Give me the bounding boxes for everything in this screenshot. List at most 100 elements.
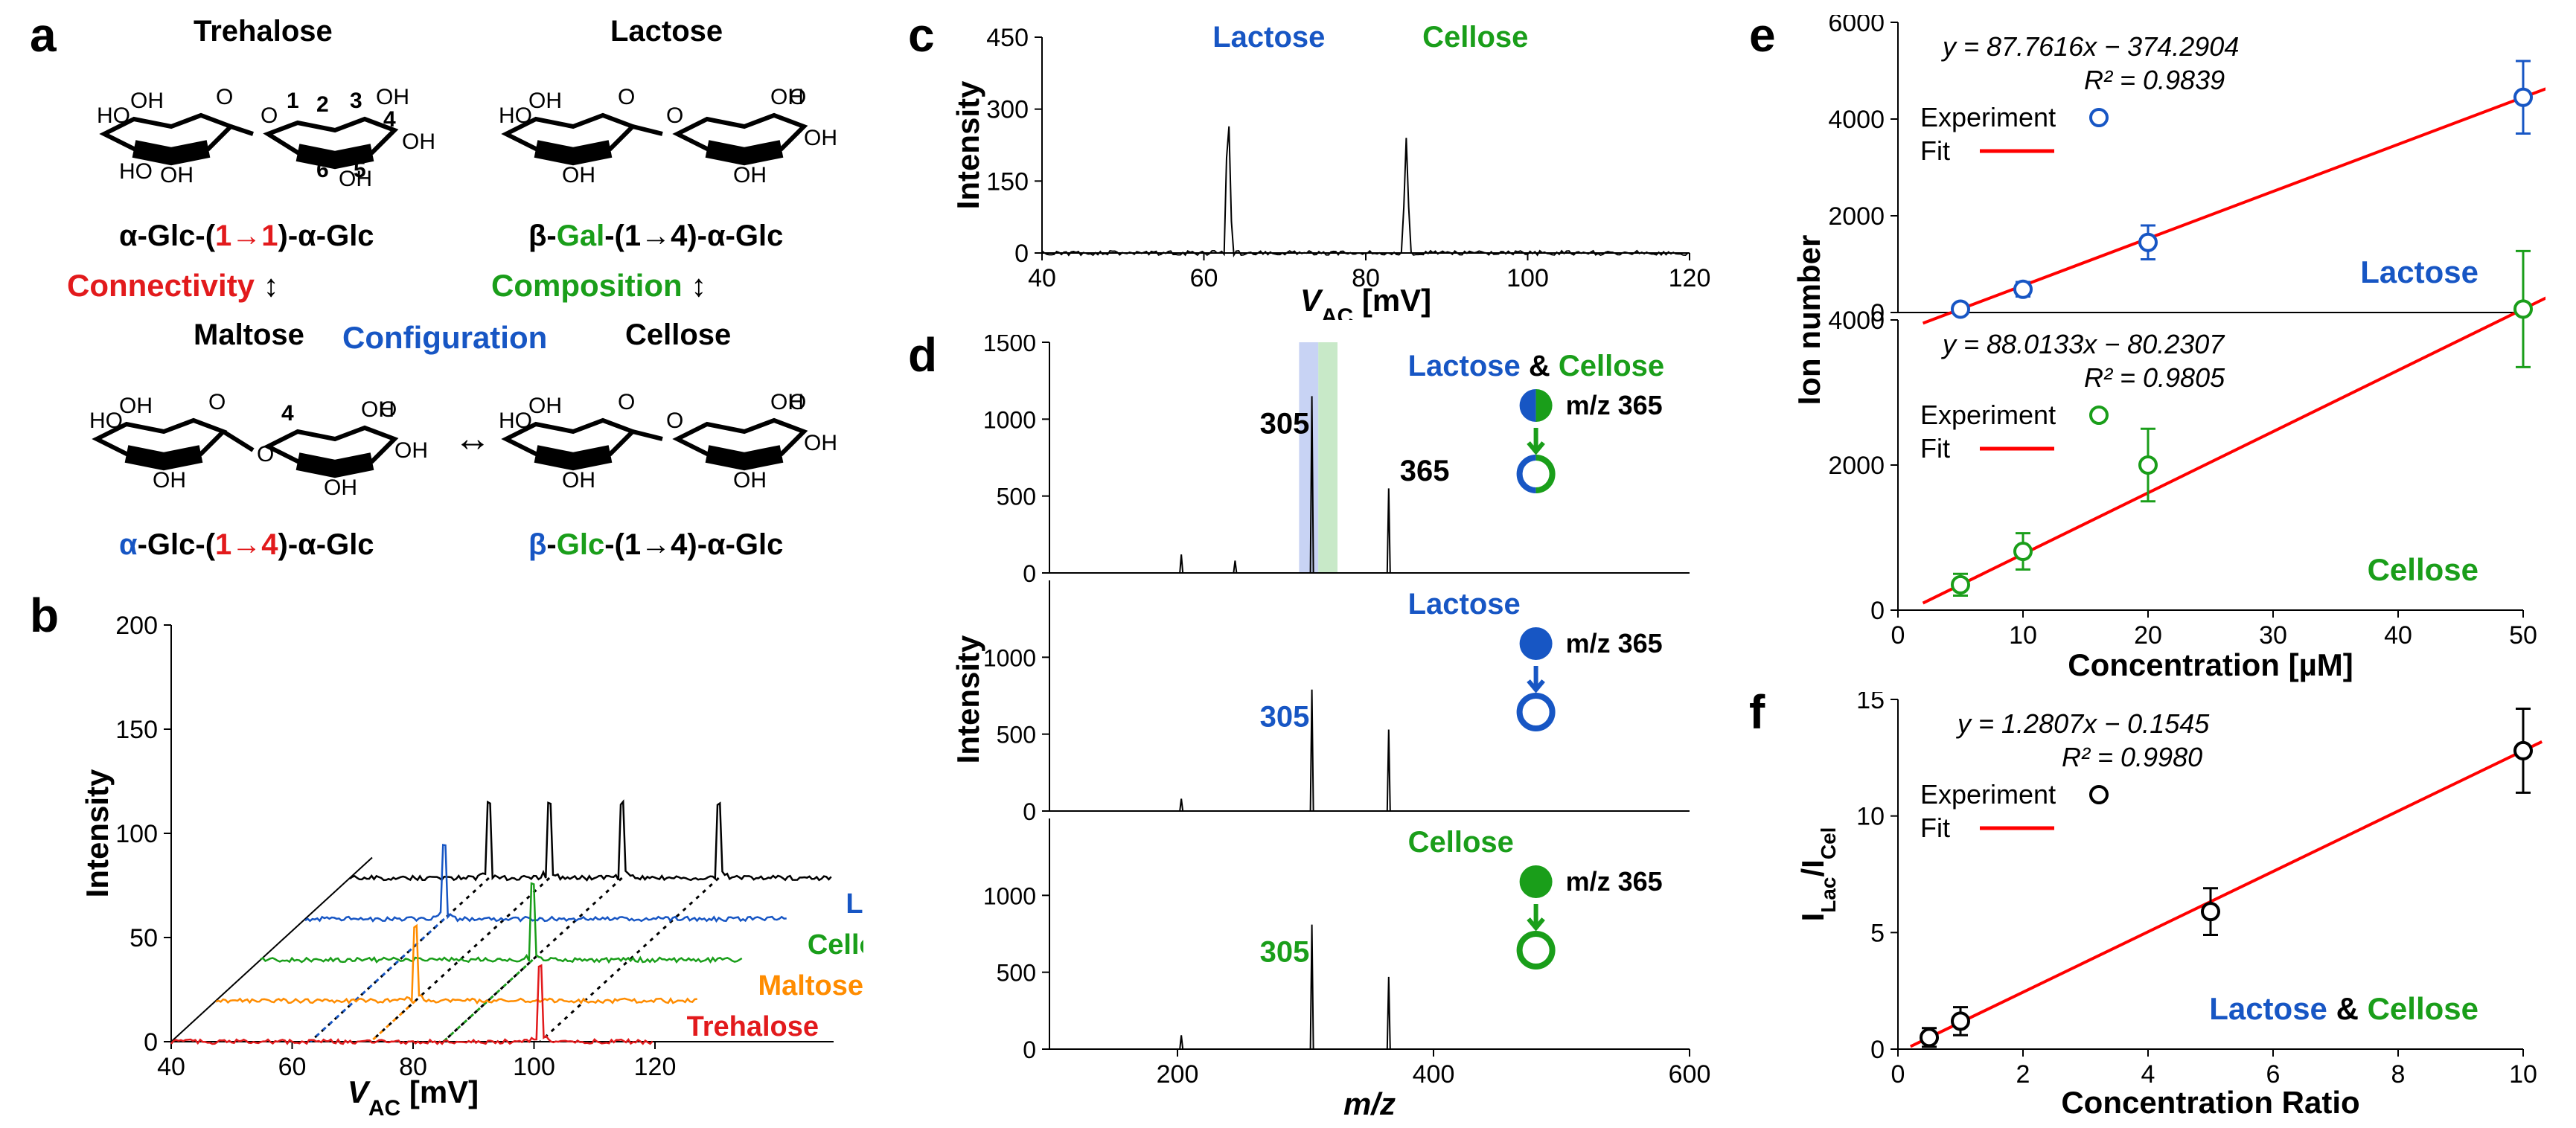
svg-text:500: 500 bbox=[997, 960, 1036, 987]
svg-text:O: O bbox=[261, 103, 278, 128]
svg-text:15: 15 bbox=[1856, 692, 1885, 714]
svg-text:40: 40 bbox=[157, 1053, 185, 1081]
panel-e-label: e bbox=[1749, 7, 1776, 63]
svg-text:4000: 4000 bbox=[1828, 106, 1885, 134]
svg-text:0: 0 bbox=[1023, 560, 1036, 587]
panel-d: Intensity050010001500305365Lactose & Cel… bbox=[945, 335, 1712, 1124]
svg-text:0: 0 bbox=[1891, 1060, 1905, 1089]
panel-c: 0150300450406080100120IntensityVAC [mV]L… bbox=[945, 22, 1712, 320]
svg-text:HO: HO bbox=[119, 159, 153, 184]
cellose-name: Cellose bbox=[625, 318, 731, 352]
svg-text:OH: OH bbox=[804, 126, 837, 150]
svg-text:2: 2 bbox=[2016, 1060, 2030, 1089]
svg-text:1000: 1000 bbox=[983, 644, 1036, 671]
svg-text:Lactose: Lactose bbox=[1408, 588, 1521, 621]
svg-text:R² = 0.9980: R² = 0.9980 bbox=[2062, 742, 2202, 772]
lactose-linkage-post: -(1→4)-α-Glc bbox=[604, 219, 783, 252]
svg-text:0: 0 bbox=[1014, 240, 1029, 268]
svg-text:1000: 1000 bbox=[983, 882, 1036, 909]
panel-a: Trehalose Lactose HOOH O OHHO 1 2 3 bbox=[74, 15, 863, 595]
svg-text:0: 0 bbox=[1023, 1036, 1036, 1063]
svg-text:Experiment: Experiment bbox=[1920, 779, 2056, 810]
svg-text:0: 0 bbox=[144, 1028, 158, 1057]
svg-text:4: 4 bbox=[383, 107, 396, 132]
panel-f: 0510150246810ILac/ICelConcentration Rati… bbox=[1786, 692, 2545, 1124]
svg-text:OH: OH bbox=[733, 163, 767, 188]
svg-text:500: 500 bbox=[997, 484, 1036, 510]
cellose-structure: HOOH OOH OO OHOH OH bbox=[491, 357, 863, 521]
svg-text:0: 0 bbox=[1023, 798, 1036, 825]
svg-text:O: O bbox=[208, 390, 226, 414]
svg-text:O: O bbox=[618, 390, 635, 414]
svg-text:OH: OH bbox=[528, 394, 562, 418]
svg-text:10: 10 bbox=[2509, 1060, 2537, 1089]
svg-text:Cellose: Cellose bbox=[1408, 826, 1514, 859]
lactose-structure: HOOH OOH OO OHOH OH bbox=[491, 52, 863, 216]
svg-text:450: 450 bbox=[986, 24, 1029, 52]
panel-f-svg: 0510150246810ILac/ICelConcentration Rati… bbox=[1786, 692, 2545, 1124]
svg-text:m/z 365: m/z 365 bbox=[1566, 628, 1663, 658]
svg-text:500: 500 bbox=[997, 722, 1036, 749]
svg-text:2: 2 bbox=[316, 92, 329, 117]
maltose-structure: HOOH OOH O4 OOH OHOH bbox=[82, 357, 454, 521]
svg-text:m/z 365: m/z 365 bbox=[1566, 390, 1663, 420]
cellose-linkage: β-Glc-(1→4)-α-Glc bbox=[528, 528, 783, 562]
svg-text:200: 200 bbox=[1157, 1060, 1199, 1089]
svg-text:OH: OH bbox=[324, 475, 357, 500]
trehalose-structure: HOOH O OHHO 1 2 3 4 5 6 OHOH OHO bbox=[82, 52, 454, 216]
svg-text:R² = 0.9805: R² = 0.9805 bbox=[2084, 362, 2225, 393]
panel-a-label: a bbox=[30, 7, 57, 63]
svg-text:VAC [mV]: VAC [mV] bbox=[348, 1074, 479, 1116]
svg-text:Cellose: Cellose bbox=[808, 929, 863, 961]
column-3: e Ion number0200040006000y = 87.7616x − … bbox=[1749, 15, 2568, 1113]
svg-text:Intensity: Intensity bbox=[80, 769, 115, 897]
svg-text:Cellose: Cellose bbox=[2368, 552, 2478, 587]
svg-text:120: 120 bbox=[1669, 264, 1711, 292]
svg-text:m/z: m/z bbox=[1343, 1086, 1396, 1121]
svg-text:OH: OH bbox=[804, 431, 837, 455]
svg-text:y = 88.0133x − 80.2307: y = 88.0133x − 80.2307 bbox=[1940, 329, 2225, 359]
svg-text:40: 40 bbox=[1028, 264, 1056, 292]
svg-text:Concentration Ratio: Concentration Ratio bbox=[2061, 1085, 2359, 1120]
svg-text:2000: 2000 bbox=[1828, 452, 1885, 480]
trehalose-linkage: α-Glc-(1→1)-α-Glc bbox=[119, 219, 374, 253]
svg-text:OH: OH bbox=[562, 468, 595, 493]
svg-text:1000: 1000 bbox=[983, 406, 1036, 433]
panel-d-svg: Intensity050010001500305365Lactose & Cel… bbox=[945, 335, 1712, 1124]
lactose-linkage: β-Gal-(1→4)-α-Glc bbox=[528, 219, 783, 253]
svg-text:OH: OH bbox=[160, 163, 194, 188]
svg-text:2000: 2000 bbox=[1828, 202, 1885, 231]
lactose-linkage-gal: Gal bbox=[557, 219, 604, 252]
svg-text:6: 6 bbox=[316, 158, 329, 182]
svg-text:OH: OH bbox=[402, 129, 435, 154]
svg-text:Maltose: Maltose bbox=[758, 970, 863, 1002]
svg-text:0: 0 bbox=[1891, 621, 1905, 650]
trehalose-linkage-link: 1→1 bbox=[215, 219, 278, 252]
svg-text:OH: OH bbox=[119, 394, 153, 418]
svg-text:400: 400 bbox=[1413, 1060, 1455, 1089]
svg-text:Cellose: Cellose bbox=[1422, 22, 1528, 54]
configuration-label: Configuration bbox=[342, 320, 547, 356]
panel-f-label: f bbox=[1749, 685, 1765, 740]
svg-text:60: 60 bbox=[1190, 264, 1218, 292]
column-2: c 0150300450406080100120IntensityVAC [mV… bbox=[908, 15, 1727, 1113]
svg-text:5: 5 bbox=[1870, 919, 1885, 947]
svg-text:120: 120 bbox=[634, 1053, 677, 1081]
panel-d-label: d bbox=[908, 327, 937, 382]
svg-text:R² = 0.9839: R² = 0.9839 bbox=[2084, 65, 2225, 95]
svg-text:O: O bbox=[666, 103, 683, 128]
svg-text:150: 150 bbox=[115, 716, 158, 744]
svg-text:Fit: Fit bbox=[1920, 135, 1950, 166]
panel-c-svg: 0150300450406080100120IntensityVAC [mV]L… bbox=[945, 22, 1712, 320]
trehalose-linkage-post: )-α-Glc bbox=[278, 219, 374, 252]
connectivity-text: Connectivity bbox=[67, 268, 255, 303]
svg-text:OH: OH bbox=[339, 167, 372, 191]
svg-text:HO: HO bbox=[499, 408, 532, 433]
svg-text:y = 87.7616x − 374.2904: y = 87.7616x − 374.2904 bbox=[1940, 31, 2239, 62]
svg-text:Experiment: Experiment bbox=[1920, 400, 2056, 430]
svg-text:m/z 365: m/z 365 bbox=[1566, 866, 1663, 897]
trehalose-linkage-pre: α-Glc-( bbox=[119, 219, 215, 252]
lactose-name: Lactose bbox=[610, 15, 723, 48]
svg-text:OH: OH bbox=[733, 468, 767, 493]
svg-text:OH: OH bbox=[770, 85, 804, 109]
